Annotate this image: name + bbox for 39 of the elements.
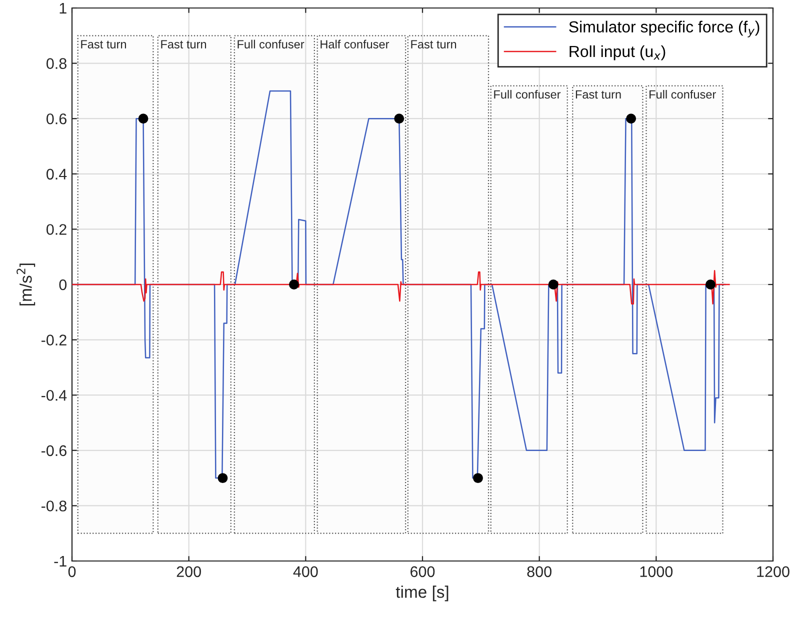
y-tick-label: 0 <box>59 279 67 290</box>
band-label: Full confuser <box>238 40 304 48</box>
x-axis-title: time [s] <box>396 586 448 602</box>
y-tick-label: -0.2 <box>41 334 66 346</box>
y-tick-label: 0.6 <box>46 113 66 124</box>
band-label: Full confuser <box>494 90 561 99</box>
band-label: Fast turn <box>161 40 206 48</box>
x-tick-label: 400 <box>293 566 318 578</box>
band-label: Fast turn <box>81 40 126 48</box>
y-axis-title: [m/s$^{2}$] <box>16 264 36 306</box>
y-tick-label: 0.2 <box>46 224 66 235</box>
point <box>626 114 636 124</box>
y-tick-label: 1 <box>60 3 66 14</box>
y-tick-label: -1 <box>54 556 66 567</box>
y-tick-label: 0.8 <box>46 58 66 69</box>
legend-label: Roll input (u$_{x}$) <box>570 45 666 60</box>
x-tick-label: 1000 <box>640 566 673 578</box>
point <box>138 114 148 124</box>
point <box>548 280 558 290</box>
line-series <box>72 270 730 304</box>
point <box>706 280 716 290</box>
x-tick-label: 1200 <box>757 566 790 578</box>
y-tick-label: 0.4 <box>46 168 67 180</box>
point <box>394 114 404 124</box>
band-label: Fast turn <box>576 90 621 99</box>
y-tick-label: -0.4 <box>41 390 67 401</box>
y-tick-label: -0.8 <box>41 500 66 512</box>
band-label: Half confuser <box>320 40 390 48</box>
point <box>218 473 228 484</box>
point <box>473 473 483 484</box>
x-tick-label: 200 <box>176 566 201 578</box>
x-tick-label: 600 <box>410 566 435 578</box>
legend-label: Simulator specific force (f$_{y}$) <box>569 20 760 38</box>
x-tick-label: 800 <box>527 566 552 578</box>
y-tick-label: -0.6 <box>41 445 66 456</box>
band-label: Full confuser <box>650 90 716 99</box>
x-tick-label: 0 <box>68 566 76 578</box>
point <box>289 280 299 290</box>
band-label: Fast turn <box>411 40 456 48</box>
